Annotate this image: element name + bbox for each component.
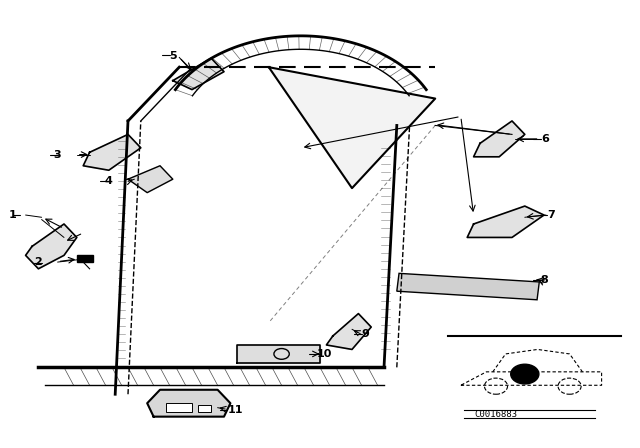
Text: 4: 4: [105, 177, 113, 186]
Text: 10: 10: [317, 349, 332, 359]
Polygon shape: [326, 314, 371, 349]
Polygon shape: [269, 67, 435, 188]
Text: 2: 2: [35, 257, 42, 267]
Polygon shape: [173, 58, 224, 90]
Bar: [198, 405, 211, 412]
Bar: [77, 255, 93, 262]
Polygon shape: [128, 166, 173, 193]
Polygon shape: [237, 345, 320, 363]
Circle shape: [558, 378, 581, 394]
Text: 7: 7: [547, 210, 555, 220]
Text: 8: 8: [541, 275, 548, 285]
Polygon shape: [474, 121, 525, 157]
Text: 5: 5: [170, 51, 177, 61]
Bar: [397, 273, 540, 300]
Text: 11: 11: [227, 405, 243, 415]
Bar: [166, 403, 192, 412]
Text: 3: 3: [54, 150, 61, 159]
Polygon shape: [26, 224, 77, 269]
Text: 6: 6: [541, 134, 548, 144]
Text: 1: 1: [9, 210, 17, 220]
Polygon shape: [83, 134, 141, 170]
Polygon shape: [147, 390, 230, 417]
Circle shape: [511, 364, 539, 384]
Text: 9: 9: [362, 329, 369, 339]
Polygon shape: [467, 206, 544, 237]
Text: C0016883: C0016883: [474, 410, 518, 419]
Circle shape: [484, 378, 508, 394]
